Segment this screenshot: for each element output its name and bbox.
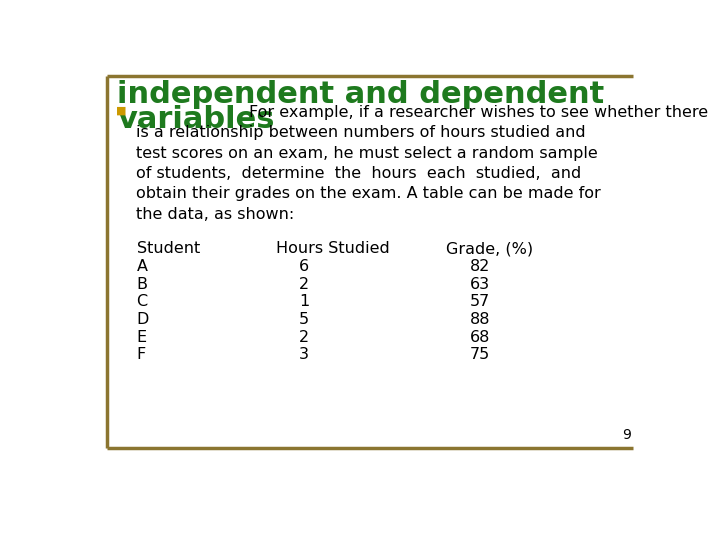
Text: Grade, (%): Grade, (%) [446,241,534,256]
Text: For example, if a researcher wishes to see whether there: For example, if a researcher wishes to s… [249,105,708,120]
Text: 5: 5 [300,312,310,327]
Text: 6: 6 [300,259,310,274]
Text: 82: 82 [469,259,490,274]
Text: Hours Studied: Hours Studied [276,241,390,256]
Text: C: C [137,294,148,309]
Text: 63: 63 [469,276,490,292]
Text: 1: 1 [300,294,310,309]
Text: of students,  determine  the  hours  each  studied,  and: of students, determine the hours each st… [137,166,582,181]
Text: 57: 57 [469,294,490,309]
Text: variables: variables [117,105,274,134]
Text: 2: 2 [300,276,310,292]
Text: 2: 2 [300,330,310,345]
Text: B: B [137,276,148,292]
Text: 9: 9 [622,428,631,442]
Text: 75: 75 [469,347,490,362]
Text: F: F [137,347,145,362]
Text: ■: ■ [116,106,126,116]
Text: 68: 68 [469,330,490,345]
Text: test scores on an exam, he must select a random sample: test scores on an exam, he must select a… [137,146,598,161]
Text: Student: Student [137,241,199,256]
Text: obtain their grades on the exam. A table can be made for: obtain their grades on the exam. A table… [137,186,601,201]
Text: 3: 3 [300,347,310,362]
Text: independent and dependent: independent and dependent [117,80,604,109]
Text: 88: 88 [469,312,490,327]
Text: A: A [137,259,148,274]
Text: D: D [137,312,149,327]
Text: E: E [137,330,147,345]
Text: is a relationship between numbers of hours studied and: is a relationship between numbers of hou… [137,125,586,140]
Text: the data, as shown:: the data, as shown: [137,207,294,222]
